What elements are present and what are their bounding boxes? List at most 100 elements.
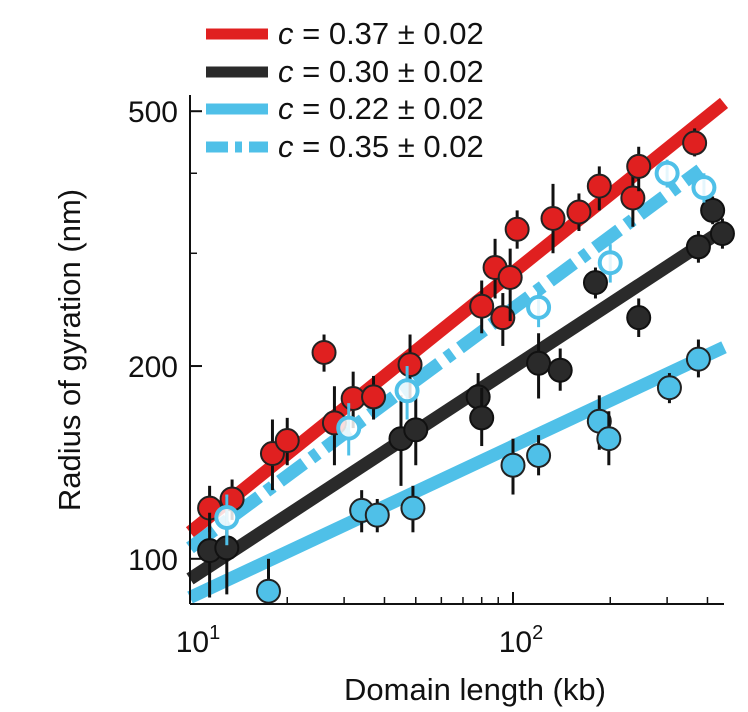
point-marker (626, 153, 652, 179)
data-point (597, 244, 623, 283)
data-point (700, 196, 726, 225)
point-marker (497, 264, 523, 290)
point-marker (504, 216, 530, 242)
point-marker (540, 205, 566, 231)
point-marker (682, 130, 708, 156)
minor-ticks (190, 172, 709, 604)
point-marker (214, 505, 240, 531)
data-point (547, 348, 573, 391)
point-marker (469, 293, 495, 319)
data-point (256, 558, 282, 604)
data-point (526, 287, 552, 328)
x-tick-exponent: 1 (209, 622, 220, 644)
point-marker (526, 294, 552, 320)
point-marker (311, 339, 337, 365)
point-marker (336, 415, 362, 441)
y-tick-label: 500 (128, 96, 178, 129)
data-point (336, 403, 362, 456)
y-tick-label: 100 (128, 544, 178, 577)
point-marker (566, 199, 592, 225)
point-marker (526, 442, 552, 468)
fit-line (186, 164, 705, 554)
point-marker (700, 197, 726, 223)
major-ticks (189, 110, 515, 604)
data-point (620, 173, 646, 227)
legend-entry: c = 0.30 ± 0.02 (206, 54, 484, 89)
x-axis-label: Domain length (kb) (344, 672, 606, 707)
data-point (361, 375, 387, 420)
data-point (654, 159, 680, 188)
data-point (566, 193, 592, 232)
fit-line (186, 223, 728, 585)
legend-label: c = 0.35 ± 0.02 (278, 129, 484, 164)
point-marker (403, 417, 429, 443)
legend-entry: c = 0.37 ± 0.02 (206, 16, 484, 51)
data-point (526, 333, 552, 399)
y-tick-labels: 100 200 500 (128, 96, 178, 577)
x-tick-exponent: 2 (532, 622, 543, 644)
point-marker (490, 305, 516, 331)
point-marker (500, 452, 526, 478)
point-marker (597, 250, 623, 276)
legend-entry: c = 0.22 ± 0.02 (206, 91, 484, 126)
point-marker (654, 160, 680, 186)
data-point (656, 373, 682, 404)
point-marker (361, 384, 387, 410)
data-point (469, 280, 495, 334)
legend-label: c = 0.30 ± 0.02 (278, 54, 484, 89)
data-point (364, 498, 390, 533)
point-marker (596, 426, 622, 452)
y-tick-label: 200 (128, 351, 178, 384)
data-point (497, 248, 523, 322)
point-marker (685, 346, 711, 372)
data-point (490, 293, 516, 346)
point-marker (656, 375, 682, 401)
data-point (685, 231, 711, 263)
axes (189, 95, 724, 605)
point-marker (709, 221, 735, 247)
data-point (394, 366, 420, 420)
data-point (709, 218, 735, 249)
data-point (469, 387, 495, 447)
data-point (586, 166, 612, 211)
data-point (504, 210, 530, 249)
point-marker (685, 234, 711, 260)
data-point (500, 438, 526, 495)
data-point (626, 146, 652, 192)
point-marker (626, 305, 652, 331)
point-marker (364, 502, 390, 528)
point-marker (397, 352, 423, 378)
point-marker (394, 378, 420, 404)
data-point (388, 395, 414, 486)
fit-line (187, 341, 727, 604)
point-marker (274, 428, 300, 454)
data-point (685, 339, 711, 378)
point-marker (620, 185, 646, 211)
point-marker (400, 495, 426, 521)
point-marker (465, 384, 491, 410)
x-tick-labels: 101 102 (176, 622, 544, 659)
point-marker (547, 357, 573, 383)
point-marker (582, 270, 608, 296)
point-marker (469, 405, 495, 431)
legend-label: c = 0.37 ± 0.02 (278, 16, 484, 51)
data-point (626, 298, 652, 338)
x-tick-label: 101 (176, 622, 221, 659)
data-point (582, 267, 608, 299)
data-point (596, 411, 622, 466)
data-point (274, 417, 300, 466)
data-points (197, 128, 735, 604)
data-point (540, 183, 566, 254)
data-point (691, 173, 717, 203)
point-marker (586, 173, 612, 199)
data-point (311, 334, 337, 372)
data-point (682, 128, 708, 157)
point-marker (256, 578, 282, 604)
point-marker (526, 350, 552, 376)
data-point (400, 485, 426, 533)
legend-label: c = 0.22 ± 0.02 (278, 91, 484, 126)
data-point (403, 395, 429, 466)
y-axis-label: Radius of gyration (nm) (52, 189, 87, 511)
point-marker (691, 175, 717, 201)
